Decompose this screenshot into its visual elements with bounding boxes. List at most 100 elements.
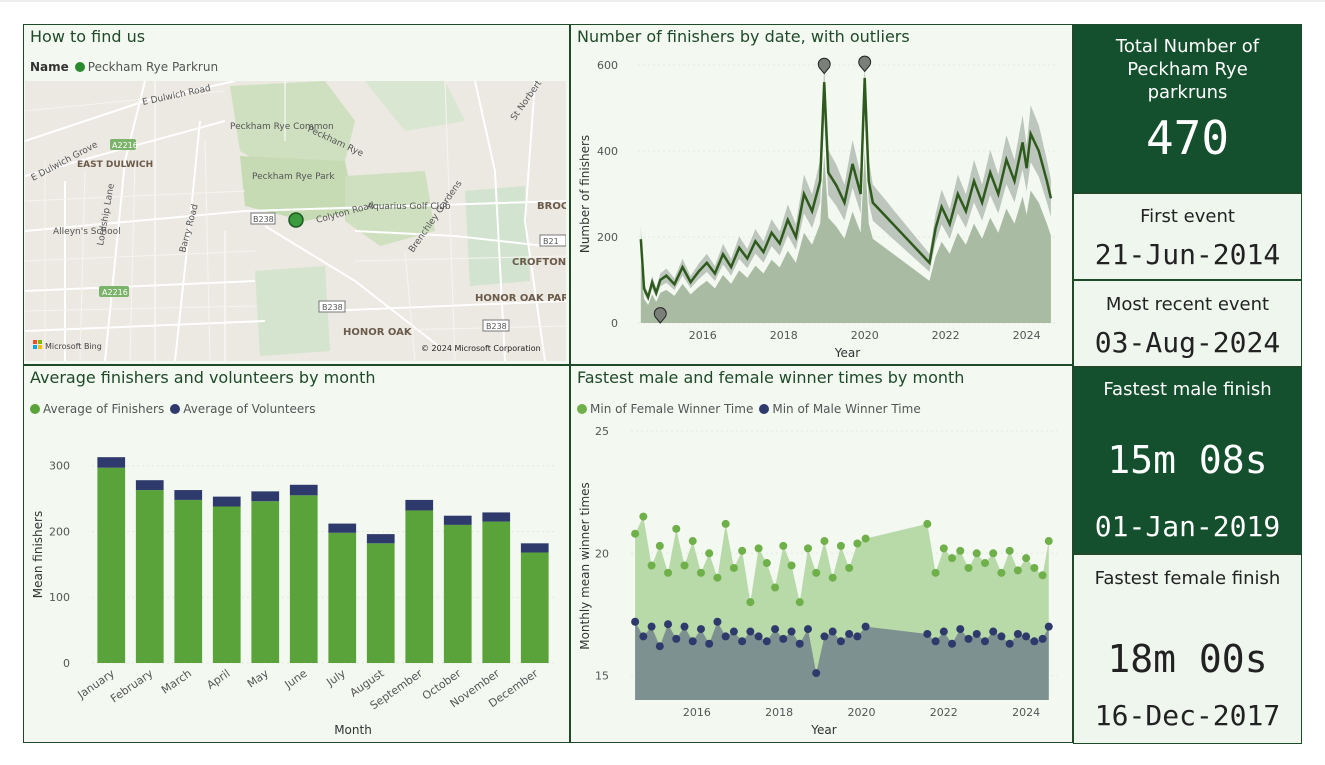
male-point — [729, 627, 738, 636]
monthly-chart-title: Average finishers and volunteers by mont… — [30, 368, 376, 387]
bar-finishers — [366, 543, 395, 663]
outlier-marker — [653, 307, 667, 324]
bar-volunteers — [366, 534, 395, 544]
y-tick-label: 400 — [597, 145, 618, 158]
map-road-badge-a2216-b — [99, 286, 129, 297]
male-point — [1038, 634, 1047, 643]
female-point — [655, 541, 664, 550]
male-point — [845, 629, 854, 638]
female-point — [997, 568, 1006, 577]
female-point — [939, 544, 948, 553]
card-fastest-female: Fastest female finish 18m 00s 16-Dec-201… — [1073, 554, 1302, 744]
map-legend: Name Peckham Rye Parkrun — [30, 60, 218, 74]
male-point — [803, 625, 812, 634]
map-minor-streets — [25, 81, 566, 361]
card-total-parkruns: Total Number of Peckham Rye parkruns 470 — [1073, 24, 1302, 193]
male-point — [721, 632, 730, 641]
card-female-label: Fastest female finish — [1094, 568, 1281, 589]
bar-finishers — [97, 467, 126, 663]
y-tick-label: 0 — [63, 657, 70, 670]
card-recent-label: Most recent event — [1105, 294, 1270, 315]
female-point — [721, 519, 730, 528]
bar-finishers — [289, 495, 318, 663]
female-point — [787, 561, 796, 570]
bar-volunteers — [405, 499, 434, 511]
male-point — [680, 622, 689, 631]
winner-chart[interactable]: 15 20 25 2016 2018 2020 2022 2024 Year Monthly me… — [571, 366, 1072, 742]
bar-finishers — [212, 506, 241, 663]
map-park-green1 — [365, 81, 465, 131]
male-point — [795, 639, 804, 648]
map-title: How to find us — [30, 27, 146, 46]
male-point — [1030, 637, 1039, 646]
y-tick-label: 20 — [595, 547, 609, 560]
finishers-chart-title: Number of finishers by date, with outlie… — [577, 27, 910, 46]
legend-label-finishers: Average of Finishers — [43, 402, 165, 416]
map-park-golf — [345, 171, 435, 246]
male-point — [939, 627, 948, 636]
map-road-badge-a2216 — [110, 139, 136, 150]
female-point — [631, 529, 640, 538]
top-divider — [0, 0, 1325, 2]
female-point — [1038, 571, 1047, 580]
female-point — [989, 549, 998, 558]
male-point — [861, 622, 870, 631]
x-tick-label: 2020 — [851, 329, 879, 342]
map-copyright: © 2024 Microsoft Corporation — [421, 344, 541, 353]
map-road-badge-b238-c — [482, 319, 510, 332]
female-point — [795, 598, 804, 607]
card-female-value: 18m 00s — [1107, 637, 1268, 681]
map-legend-dot-icon — [74, 62, 85, 72]
range-band — [640, 65, 1051, 302]
female-point — [779, 541, 788, 550]
male-point — [980, 637, 989, 646]
map-label-honor-oak: HONOR OAK — [343, 327, 413, 338]
finishers-legend-dot-icon — [30, 404, 40, 414]
map-legend-item: Peckham Rye Parkrun — [87, 60, 219, 74]
bar-finishers — [251, 501, 280, 663]
male-legend-dot-icon — [759, 404, 770, 414]
y-tick-label: 15 — [595, 670, 609, 683]
female-point — [713, 573, 722, 582]
area-fill — [640, 151, 1051, 323]
map-label-peckham-rye-common: Peckham Rye Common — [230, 122, 334, 132]
male-point — [639, 632, 648, 641]
male-point — [989, 627, 998, 636]
female-point — [639, 512, 648, 521]
map-label-broc: BROC — [537, 201, 566, 212]
x-tick-label: 2024 — [1012, 706, 1040, 719]
female-point — [828, 573, 837, 582]
female-point — [964, 563, 973, 572]
map-label-a2216: A2216 — [112, 141, 138, 150]
monthly-chart-legend: Average of Finishers Average of Voluntee… — [30, 402, 322, 416]
map-label-a2216-b: A2216 — [102, 288, 128, 297]
bar-finishers — [443, 524, 472, 663]
x-tick-label: 2020 — [847, 706, 875, 719]
legend-item-female[interactable]: Min of Female Winner Time — [577, 402, 753, 416]
female-point — [812, 568, 821, 577]
male-point — [672, 634, 681, 643]
bar-finishers — [520, 552, 549, 663]
female-point — [729, 563, 738, 572]
x-tick-label: July — [323, 667, 348, 690]
male-point — [812, 669, 821, 678]
map-label-crofton: CROFTON — [512, 257, 566, 268]
y-axis-label: Number of finishers — [578, 135, 592, 253]
map-location-marker[interactable] — [288, 212, 304, 228]
male-point — [828, 627, 837, 636]
legend-item-volunteers[interactable]: Average of Volunteers — [170, 402, 316, 416]
x-axis-label: Month — [334, 723, 372, 737]
card-recent-value: 03-Aug-2024 — [1094, 326, 1281, 359]
male-point — [836, 637, 845, 646]
male-point — [713, 617, 722, 626]
bar-volunteers — [443, 515, 472, 525]
map-view[interactable]: E Dulwich Road A2216 EAST DULWICH E Dulw… — [25, 81, 566, 361]
y-tick-label: 25 — [595, 425, 609, 438]
finishers-chart[interactable]: 0 200 400 600 2016 2018 2020 2022 2024 Year Number… — [571, 25, 1072, 364]
female-point — [931, 568, 940, 577]
winner-chart-panel: Fastest male and female winner times by … — [570, 365, 1073, 743]
legend-item-finishers[interactable]: Average of Finishers — [30, 402, 164, 416]
legend-item-male[interactable]: Min of Male Winner Time — [759, 402, 921, 416]
x-tick-label: 2016 — [683, 706, 711, 719]
